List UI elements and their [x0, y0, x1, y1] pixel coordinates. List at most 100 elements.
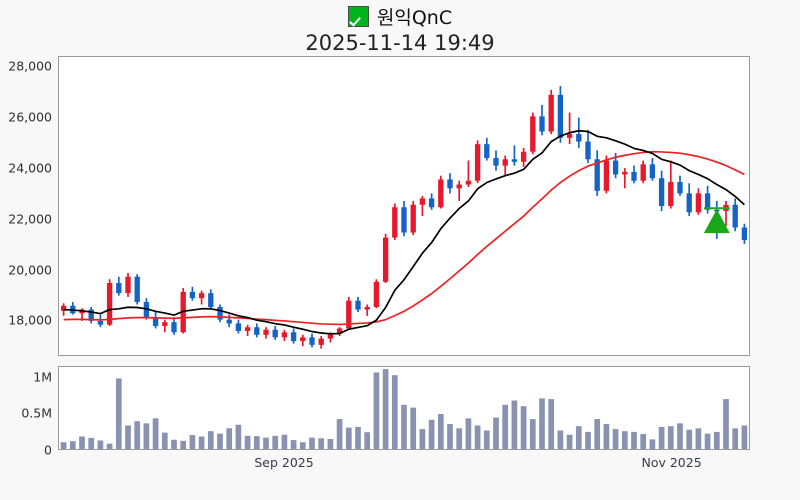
candle-body — [741, 227, 748, 241]
candle[interactable] — [741, 223, 748, 244]
volume-y-tick-label: 1M — [33, 369, 52, 385]
candle[interactable] — [695, 188, 702, 215]
candle[interactable] — [649, 158, 656, 181]
candle-body — [401, 207, 407, 233]
candle[interactable] — [97, 314, 104, 328]
candle[interactable] — [631, 165, 637, 184]
candle[interactable] — [290, 328, 297, 344]
volume-bar — [713, 431, 720, 449]
candle[interactable] — [300, 334, 306, 347]
candle[interactable] — [723, 200, 729, 227]
candle[interactable] — [456, 180, 462, 201]
candle[interactable] — [272, 325, 278, 340]
candle-body — [419, 198, 426, 205]
candle[interactable] — [594, 150, 600, 196]
candle[interactable] — [640, 160, 646, 184]
candle-body — [456, 184, 462, 189]
candle[interactable] — [428, 193, 435, 210]
candle[interactable] — [658, 170, 665, 212]
candle-body — [493, 158, 499, 166]
candle-body — [208, 293, 214, 308]
candle[interactable] — [732, 198, 738, 232]
candle[interactable] — [116, 276, 122, 296]
volume-y-tick-label: 0 — [44, 442, 52, 458]
volume-panel[interactable] — [58, 366, 750, 450]
candle-body — [668, 182, 674, 206]
buy-signal-triangle-icon[interactable] — [703, 209, 730, 234]
candle[interactable] — [162, 319, 168, 333]
candle[interactable] — [106, 279, 113, 326]
candle[interactable] — [217, 304, 223, 323]
candle-body — [566, 134, 573, 138]
candle[interactable] — [125, 272, 131, 297]
candle[interactable] — [493, 150, 499, 171]
candle[interactable] — [189, 286, 196, 301]
candle-body — [162, 322, 168, 326]
candle-body — [318, 338, 324, 345]
candle[interactable] — [704, 185, 711, 214]
candle-body — [677, 182, 683, 194]
candle[interactable] — [281, 329, 288, 342]
candle[interactable] — [548, 89, 554, 135]
candle[interactable] — [465, 160, 472, 188]
candle[interactable] — [263, 327, 269, 339]
candle-body — [152, 317, 159, 326]
candle[interactable] — [382, 233, 389, 284]
candle[interactable] — [474, 140, 481, 184]
candle[interactable] — [484, 137, 490, 161]
candle[interactable] — [235, 319, 242, 334]
candle[interactable] — [530, 112, 536, 155]
candle[interactable] — [576, 117, 582, 148]
price-panel[interactable] — [58, 56, 750, 356]
candle[interactable] — [585, 130, 591, 164]
candle[interactable] — [254, 323, 260, 338]
candle[interactable] — [208, 289, 214, 310]
candle[interactable] — [419, 195, 426, 217]
candle[interactable] — [677, 175, 683, 196]
candle[interactable] — [152, 312, 159, 329]
candle[interactable] — [401, 200, 407, 237]
candle[interactable] — [566, 112, 573, 145]
candle[interactable] — [244, 324, 251, 337]
x-axis: Sep 2025 Nov 2025 — [0, 455, 800, 475]
candle[interactable] — [60, 303, 67, 316]
volume-bar — [345, 427, 352, 449]
candle[interactable] — [520, 147, 527, 167]
price-y-tick-label: 28,000 — [8, 58, 52, 74]
candle-body — [355, 300, 361, 310]
candle[interactable] — [438, 175, 444, 209]
volume-bar — [106, 443, 113, 449]
volume-bar — [428, 419, 435, 449]
candle[interactable] — [336, 327, 343, 337]
candle[interactable] — [70, 301, 76, 315]
candle[interactable] — [603, 155, 610, 194]
candle[interactable] — [539, 104, 545, 136]
candlestick-plot[interactable] — [59, 57, 749, 355]
price-y-tick-label: 22,000 — [8, 211, 52, 227]
candle[interactable] — [364, 304, 370, 316]
candle[interactable] — [557, 86, 564, 143]
candle[interactable] — [686, 183, 692, 217]
candle-body — [346, 300, 352, 329]
candle[interactable] — [171, 317, 177, 335]
volume-plot[interactable] — [59, 367, 749, 449]
candle[interactable] — [373, 279, 380, 309]
candle[interactable] — [668, 160, 674, 209]
candle[interactable] — [392, 203, 398, 241]
candle-body — [336, 328, 343, 334]
candle-body — [612, 160, 619, 175]
candle[interactable] — [511, 145, 518, 166]
candle[interactable] — [622, 168, 628, 189]
candle-body — [539, 116, 545, 132]
candle[interactable] — [410, 200, 416, 236]
candle[interactable] — [318, 336, 324, 349]
volume-bar — [585, 431, 591, 449]
candle[interactable] — [88, 307, 94, 324]
candle[interactable] — [309, 333, 315, 348]
volume-bar — [60, 442, 67, 449]
candle[interactable] — [502, 155, 508, 176]
candle[interactable] — [355, 296, 361, 313]
candle[interactable] — [134, 274, 140, 305]
candle[interactable] — [447, 173, 453, 194]
candle[interactable] — [198, 290, 205, 305]
